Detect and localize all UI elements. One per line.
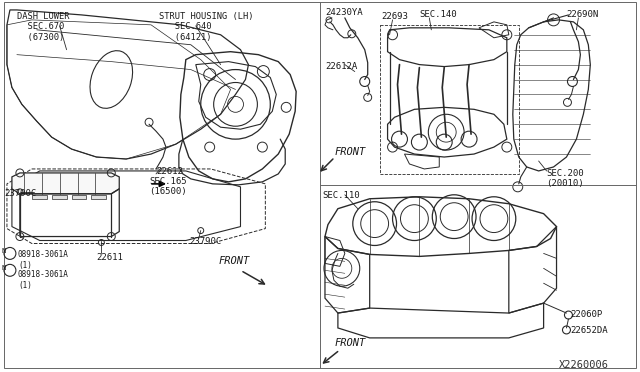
- Text: SEC.140: SEC.140: [419, 10, 457, 19]
- Text: 22611: 22611: [97, 253, 124, 262]
- Text: 22652DA: 22652DA: [570, 326, 608, 335]
- Text: 08918-3061A
(1): 08918-3061A (1): [18, 250, 68, 270]
- Text: X2260006: X2260006: [559, 360, 609, 370]
- Text: 23790C: 23790C: [4, 189, 36, 198]
- Text: SEC.165
(16500): SEC.165 (16500): [149, 177, 187, 196]
- Text: 22690N: 22690N: [566, 10, 598, 19]
- Text: 08918-3061A
(1): 08918-3061A (1): [18, 270, 68, 290]
- Text: FRONT: FRONT: [335, 147, 366, 157]
- Text: N: N: [2, 248, 6, 254]
- Text: N: N: [2, 265, 6, 271]
- Text: SEC.110: SEC.110: [322, 191, 360, 200]
- Polygon shape: [72, 195, 86, 199]
- Text: FRONT: FRONT: [335, 338, 366, 348]
- Text: 24230YA: 24230YA: [325, 8, 363, 17]
- Text: FRONT: FRONT: [219, 256, 250, 266]
- Text: 22693: 22693: [381, 12, 408, 21]
- Text: 22612A: 22612A: [325, 62, 357, 71]
- Text: SEC.200
(20010): SEC.200 (20010): [547, 169, 584, 188]
- Polygon shape: [92, 195, 106, 199]
- Polygon shape: [32, 195, 47, 199]
- Text: 23790C: 23790C: [189, 237, 221, 246]
- Polygon shape: [52, 195, 67, 199]
- Text: 22612: 22612: [156, 167, 183, 176]
- Text: 22060P: 22060P: [570, 310, 603, 319]
- Text: STRUT HOUSING (LH)
   SEC.640
   (64121): STRUT HOUSING (LH) SEC.640 (64121): [159, 12, 253, 42]
- Text: DASH LOWER
  SEC.670
  (67300): DASH LOWER SEC.670 (67300): [17, 12, 69, 42]
- Polygon shape: [12, 173, 119, 194]
